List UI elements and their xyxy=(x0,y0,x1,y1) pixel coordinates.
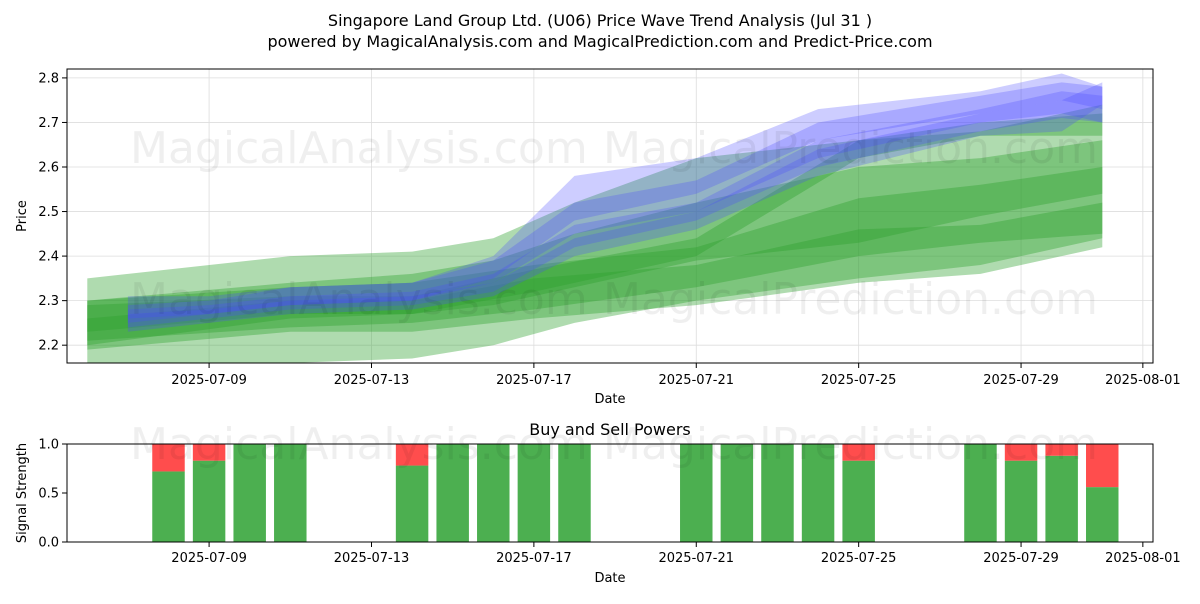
blue-wave-bands xyxy=(127,73,1103,332)
price-x-tick-label-1: 2025-07-13 xyxy=(334,373,410,388)
signal-y-tick-label-2: 1.0 xyxy=(38,438,59,453)
price-x-tick-label-3: 2025-07-21 xyxy=(658,373,734,388)
price-y-tick-label-3: 2.5 xyxy=(38,205,59,220)
signal-x-tick-label-4: 2025-07-25 xyxy=(821,551,897,566)
buy-bar-7 xyxy=(517,444,551,542)
price-x-tick-label-4: 2025-07-25 xyxy=(821,373,897,388)
buy-sell-bars xyxy=(152,444,1119,542)
price-x-axis-label: Date xyxy=(594,392,625,407)
price-y-tick-label-0: 2.2 xyxy=(38,339,59,354)
price-x-tick-label-0: 2025-07-09 xyxy=(171,373,247,388)
price-y-tick-label-4: 2.6 xyxy=(38,161,59,176)
signal-x-axis-label: Date xyxy=(594,571,625,586)
buy-bar-11 xyxy=(761,444,794,542)
buy-bar-10 xyxy=(720,444,754,542)
price-x-tick-label-5: 2025-07-29 xyxy=(983,373,1059,388)
green-band-2 xyxy=(87,167,1103,341)
price-wave-panel: MagicalAnalysis.com MagicalPrediction.co… xyxy=(15,68,1181,407)
chart-title: Singapore Land Group Ltd. (U06) Price Wa… xyxy=(328,11,872,30)
buy-bar-9 xyxy=(680,444,713,542)
blue-band-2 xyxy=(127,73,1103,319)
watermark-prediction-mid: MagicalPrediction.com xyxy=(603,274,1098,325)
chart-subtitle: powered by MagicalAnalysis.com and Magic… xyxy=(267,32,932,51)
buy-bar-17 xyxy=(1086,487,1119,542)
price-x-tick-label-6: 2025-08-01 xyxy=(1105,373,1181,388)
signal-x-tick-label-1: 2025-07-13 xyxy=(334,551,410,566)
watermark-analysis-mid: MagicalAnalysis.com xyxy=(130,274,588,325)
buy-bar-2 xyxy=(233,444,266,542)
sell-bar-15 xyxy=(1004,444,1038,461)
price-y-tick-label-5: 2.7 xyxy=(38,116,59,131)
buy-bar-5 xyxy=(436,444,469,542)
price-y-axis-label: Price xyxy=(15,200,30,232)
watermark-analysis-top: MagicalAnalysis.com xyxy=(130,123,588,174)
green-band-1 xyxy=(87,140,1103,346)
buy-sell-title: Buy and Sell Powers xyxy=(529,420,691,439)
signal-y-axis-label: Signal Strength xyxy=(15,443,30,543)
buy-bar-8 xyxy=(558,444,591,542)
sell-bar-1 xyxy=(192,444,226,461)
signal-x-tick-label-0: 2025-07-09 xyxy=(171,551,247,566)
green-wave-bands xyxy=(87,104,1103,363)
green-band-4 xyxy=(87,113,1103,332)
price-axes-frame xyxy=(66,68,1154,364)
sell-bar-17 xyxy=(1086,444,1119,488)
buy-bar-16 xyxy=(1045,455,1078,542)
buy-bar-12 xyxy=(801,444,835,542)
buy-bar-6 xyxy=(477,444,510,542)
signal-x-ticks: 2025-07-09 2025-07-13 2025-07-17 2025-07-21… xyxy=(171,542,1181,566)
buy-bar-0 xyxy=(152,471,185,542)
sell-bar-13 xyxy=(842,444,875,461)
buy-sell-panel: Buy and Sell Powers MagicalAnalysis.com … xyxy=(15,419,1181,586)
signal-x-tick-label-6: 2025-08-01 xyxy=(1105,551,1181,566)
sell-bar-0 xyxy=(152,444,185,472)
signal-x-tick-label-5: 2025-07-29 xyxy=(983,551,1059,566)
price-y-tick-label-2: 2.4 xyxy=(38,250,59,265)
price-y-tick-label-1: 2.3 xyxy=(38,294,59,309)
buy-bar-13 xyxy=(842,460,875,542)
sell-bar-4 xyxy=(395,444,429,466)
signal-x-tick-label-3: 2025-07-21 xyxy=(658,551,734,566)
buy-bar-15 xyxy=(1004,460,1038,542)
signal-x-tick-label-2: 2025-07-17 xyxy=(496,551,572,566)
price-y-ticks: 2.2 2.3 2.4 2.5 2.6 2.7 2.8 xyxy=(38,71,67,354)
price-grid xyxy=(67,69,1153,363)
blue-band-1 xyxy=(127,91,1103,328)
blue-band-3 xyxy=(127,82,1103,332)
buy-bar-3 xyxy=(274,444,307,542)
signal-y-tick-label-0: 0.0 xyxy=(38,536,59,551)
buy-bar-14 xyxy=(964,444,997,542)
blue-band-0 xyxy=(127,82,1103,323)
green-band-0 xyxy=(87,104,1103,363)
signal-y-ticks: 0.0 0.5 1.0 xyxy=(38,438,67,551)
buy-bar-1 xyxy=(192,460,226,542)
price-y-tick-label-6: 2.8 xyxy=(38,71,59,86)
price-x-ticks: 2025-07-09 2025-07-13 2025-07-17 2025-07-21… xyxy=(171,363,1181,388)
green-band-3 xyxy=(87,202,1103,350)
signal-y-tick-label-1: 0.5 xyxy=(38,487,59,502)
watermark-prediction-top: MagicalPrediction.com xyxy=(603,123,1098,174)
price-x-tick-label-2: 2025-07-17 xyxy=(496,373,572,388)
sell-bar-16 xyxy=(1045,444,1078,456)
buy-bar-4 xyxy=(395,465,429,542)
